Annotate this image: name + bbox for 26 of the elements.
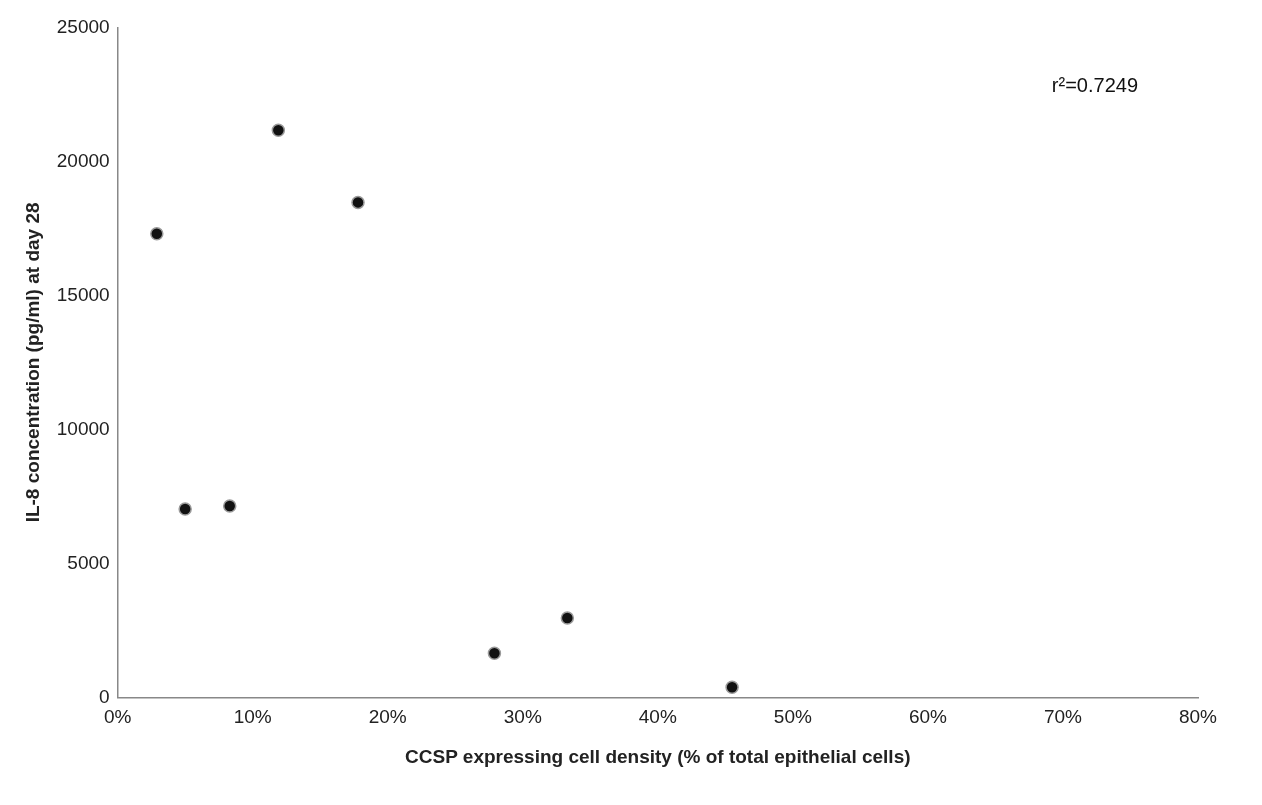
x-axis-title: CCSP expressing cell density (% of total epithelial cells)	[405, 745, 911, 767]
y-tick-label: 10000	[56, 417, 110, 439]
point	[725, 680, 739, 694]
point	[150, 227, 164, 241]
x-tick-label: 40%	[638, 706, 677, 728]
x-tick-label: 50%	[773, 706, 812, 728]
point	[487, 646, 502, 660]
y-tick-label: 15000	[56, 283, 110, 305]
point	[271, 123, 286, 138]
x-tick-label: 80%	[1178, 706, 1218, 728]
x-tick-label: 20%	[368, 706, 407, 728]
y-tick-label: 25000	[56, 15, 110, 37]
point	[560, 611, 575, 625]
point	[178, 502, 192, 516]
x-tick-label: 10%	[233, 706, 272, 728]
annotation: r²=0.7249	[1051, 74, 1138, 97]
y-axis-title: IL-8 concentration (pg/ml) at day 28	[21, 202, 43, 523]
x-tick-label: 0%	[103, 706, 132, 728]
y-tick-label: 5000	[67, 551, 110, 573]
x-tick-label: 70%	[1043, 706, 1083, 728]
y-tick-label: 20000	[56, 149, 110, 171]
point	[222, 499, 237, 513]
x-tick-label: 30%	[503, 706, 542, 728]
y-tick-label: 0	[99, 685, 110, 707]
x-tick-label: 60%	[908, 706, 948, 728]
point	[351, 195, 365, 210]
